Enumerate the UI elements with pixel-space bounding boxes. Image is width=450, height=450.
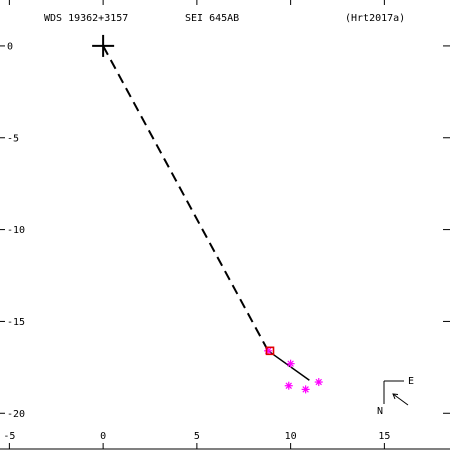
highlight-point — [265, 346, 275, 356]
x-tick-label: -5 — [3, 431, 15, 442]
wds-id-label: WDS 19362+3157 — [44, 13, 128, 24]
pair-name-label: SEI 645AB — [185, 13, 239, 24]
compass-east-label: E — [408, 376, 414, 387]
x-tick-label: 5 — [194, 431, 200, 442]
dashed-orbit-line — [102, 45, 270, 352]
observation-point — [301, 385, 310, 394]
y-tick-label: -20 — [7, 409, 25, 420]
chart-marks — [92, 34, 323, 394]
y-tick-label: -10 — [7, 225, 25, 236]
compass-north-label: N — [377, 406, 383, 417]
observation-point — [284, 381, 293, 390]
y-tick-label: -5 — [7, 133, 19, 144]
reference-label: (Hrt2017a) — [345, 13, 405, 24]
observation-point — [286, 359, 295, 368]
x-tick-label: 0 — [100, 431, 106, 442]
x-tick-label: 10 — [285, 431, 297, 442]
motion-arrow-head — [392, 393, 399, 400]
y-tick-label: -15 — [7, 317, 25, 328]
compass: E N — [377, 376, 414, 417]
x-tick-label: 15 — [378, 431, 390, 442]
motion-arrow — [392, 393, 409, 406]
observation-point — [314, 378, 323, 387]
y-tick-label: 0 — [7, 41, 13, 52]
